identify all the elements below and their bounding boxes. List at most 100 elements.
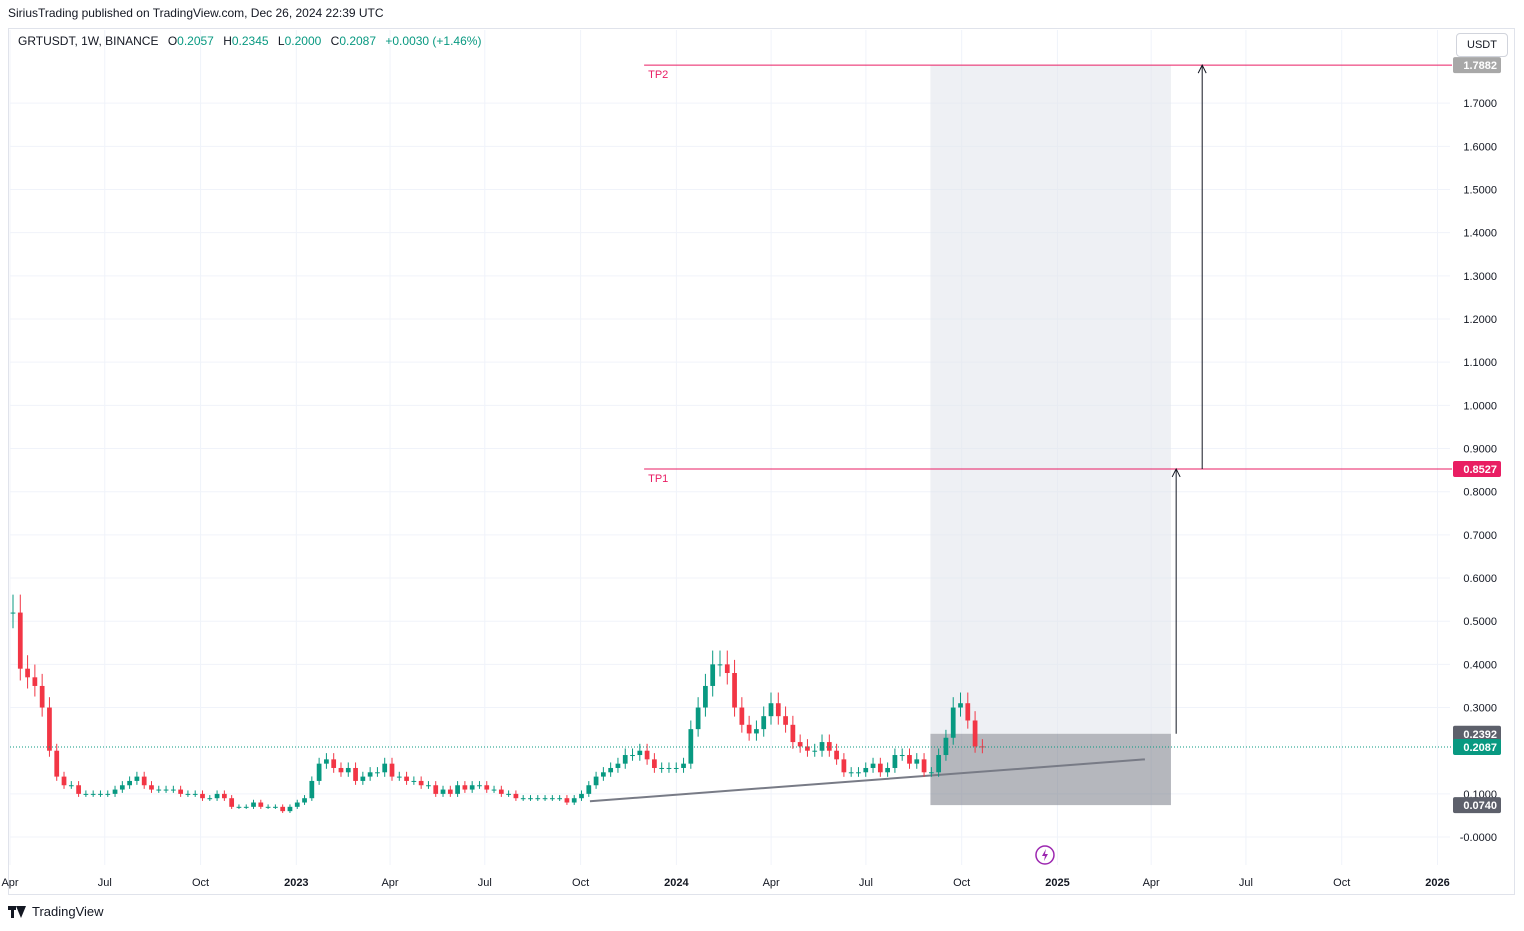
candle-body (870, 763, 876, 768)
candle (601, 767, 606, 781)
close-value: 0.2087 (339, 34, 377, 48)
candle-body (571, 798, 577, 803)
y-tick-label: 0.7000 (1463, 530, 1497, 542)
candle (571, 795, 577, 805)
candle (848, 767, 854, 777)
candle (826, 734, 832, 757)
candle-body (294, 802, 300, 807)
candle-body (98, 793, 103, 795)
candle (185, 790, 191, 797)
candle (914, 753, 920, 769)
candle (768, 692, 774, 725)
candle (863, 762, 869, 777)
price-label-bg (1453, 738, 1501, 755)
candle (462, 781, 468, 793)
candle (892, 748, 898, 773)
lightning-bolt (1041, 849, 1048, 861)
candle (47, 697, 52, 757)
candle (119, 781, 125, 793)
ohlc-legend: GRTUSDT, 1W, BINANCE O0.2057 H0.2345 L0.… (18, 34, 481, 48)
candle-body (601, 772, 606, 777)
price-axis-label: 0.8527 (1453, 460, 1501, 477)
candle (309, 776, 315, 801)
candle-body (885, 767, 890, 773)
candle (251, 799, 256, 809)
candle (549, 795, 555, 801)
candle-body (324, 759, 329, 764)
candle (870, 757, 876, 773)
candle-body (644, 750, 650, 760)
change-value: +0.0030 (+1.46%) (385, 34, 482, 48)
candle-body (593, 776, 599, 786)
tradingview-footer[interactable]: TradingView (8, 904, 104, 919)
candle (644, 743, 650, 765)
candle-body (652, 759, 657, 768)
price-label-text: 0.2087 (1463, 742, 1497, 754)
candle-body (907, 755, 912, 764)
candle (163, 785, 169, 793)
candle-body (717, 664, 723, 666)
arrow-head-icon (1197, 63, 1207, 74)
candle (214, 790, 220, 801)
candle-body (856, 772, 861, 774)
candle (83, 790, 89, 797)
candle-body (513, 793, 519, 799)
candle (593, 771, 599, 789)
candle-body (790, 724, 796, 743)
x-tick-label: Oct (192, 877, 209, 889)
candle-body (25, 668, 30, 678)
x-tick-label: Oct (1333, 877, 1350, 889)
candle (469, 781, 475, 793)
candle-body (972, 720, 978, 747)
candle (484, 781, 490, 793)
candle (331, 753, 337, 773)
candle-body (360, 776, 366, 781)
candle-body (528, 798, 533, 800)
candle-body (826, 742, 832, 751)
candle (389, 757, 395, 781)
candle (877, 757, 883, 777)
x-tick-label: Apr (1143, 877, 1160, 889)
candle (659, 762, 665, 773)
candle-body (535, 798, 541, 800)
candle-body (353, 767, 358, 781)
x-tick-label: Oct (572, 877, 589, 889)
candle-body (863, 767, 869, 773)
candle (90, 790, 96, 797)
candle-body (848, 772, 854, 774)
tradingview-logo-icon (8, 905, 26, 918)
candle-body (367, 772, 373, 777)
x-tick-label: Apr (1, 877, 18, 889)
candle (856, 767, 861, 777)
candle (695, 697, 701, 737)
candle-body (681, 763, 686, 768)
candle (426, 781, 431, 789)
candle-body (280, 806, 286, 812)
trendline (589, 758, 1145, 803)
candle (134, 771, 140, 785)
candle-body (178, 789, 184, 794)
currency-button[interactable]: USDT (1456, 33, 1508, 57)
candle-body (703, 685, 708, 708)
candle-body (666, 767, 672, 769)
candle-body (127, 780, 132, 786)
tp1-label: TP1 (648, 473, 668, 485)
candle (637, 743, 643, 761)
x-tick-label: Oct (953, 877, 970, 889)
candle-body (17, 612, 23, 669)
candle (688, 720, 694, 769)
price-label-text: 0.0740 (1463, 800, 1497, 812)
candle-body (309, 780, 315, 799)
candle (608, 762, 614, 777)
candle-body (68, 785, 74, 787)
candle (127, 776, 132, 789)
symbol-info[interactable]: GRTUSDT, 1W, BINANCE (18, 34, 159, 48)
candle (498, 785, 504, 797)
y-tick-label: 0.3000 (1463, 703, 1497, 715)
y-tick-label: 0.6000 (1463, 573, 1497, 585)
candle-body (83, 793, 89, 795)
candle-body (928, 772, 934, 774)
candle (615, 757, 621, 773)
low-value: 0.2000 (284, 34, 322, 48)
